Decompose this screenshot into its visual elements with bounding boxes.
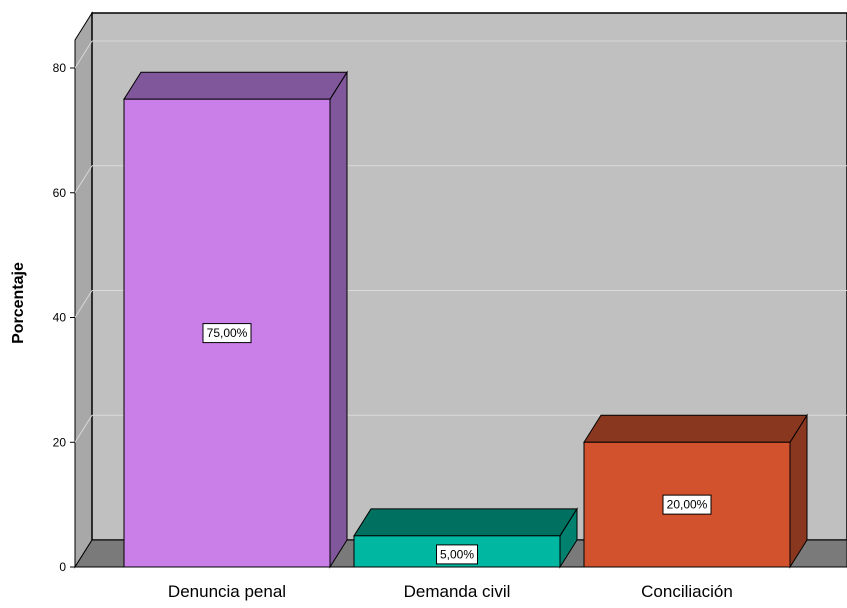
bar-3: 20,00% xyxy=(583,413,808,569)
gridline-side xyxy=(74,290,93,318)
x-tick-label: Demanda civil xyxy=(404,582,511,601)
bar-top xyxy=(123,71,348,100)
y-tick-label: 40 xyxy=(53,311,67,325)
y-axis: 0 20 40 60 80 xyxy=(53,61,75,574)
bar-side xyxy=(329,70,348,569)
y-tick-label: 60 xyxy=(53,186,67,200)
bar-top xyxy=(583,414,808,443)
y-axis-label: Porcentaje xyxy=(10,262,27,344)
data-label-box xyxy=(662,494,712,515)
x-tick-label: Conciliación xyxy=(641,582,733,601)
x-tick-label: Denuncia penal xyxy=(168,582,286,601)
data-label-text: 20,00% xyxy=(667,498,708,512)
gridline-side xyxy=(74,165,93,194)
data-label: 20,00% xyxy=(662,494,712,515)
y-tick-label: 20 xyxy=(53,435,67,449)
gridline-side xyxy=(74,414,93,443)
data-label-box xyxy=(202,323,252,344)
y-tick-label: 0 xyxy=(59,560,66,574)
bar-top xyxy=(353,508,578,537)
chart-side-wall xyxy=(74,11,93,569)
y-tick-label: 80 xyxy=(53,61,67,75)
data-label: 75,00% xyxy=(202,323,252,344)
data-label-text: 75,00% xyxy=(207,326,248,340)
data-label-box xyxy=(436,544,478,565)
bars: 75,00% 5,00% 20,00% xyxy=(123,70,808,569)
x-axis: Denuncia penal Demanda civil Conciliación xyxy=(168,582,733,601)
data-label: 5,00% xyxy=(436,544,478,565)
gridline-side xyxy=(74,40,93,69)
bar-1: 75,00% xyxy=(123,70,348,569)
bar-2: 5,00% xyxy=(353,507,578,569)
data-label-text: 5,00% xyxy=(440,547,474,561)
